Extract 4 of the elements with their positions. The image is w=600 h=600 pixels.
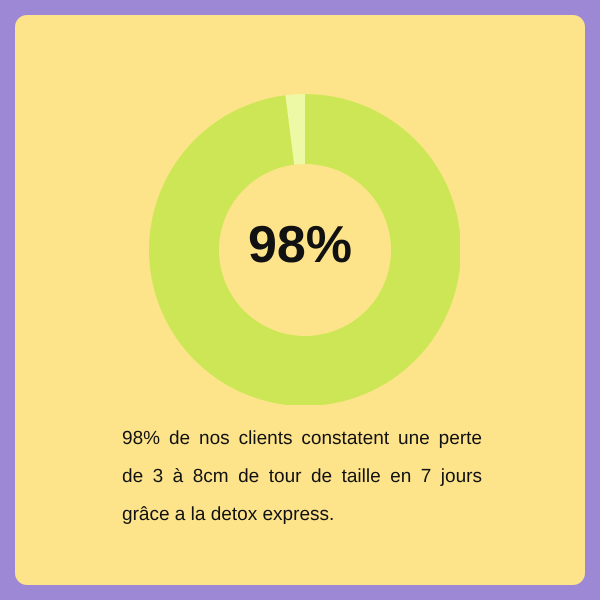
text: 98% de nos clients constatent une perte de 3 à 8cm de tour de taille en 7 jours grâce a la detox express. xyxy=(122,427,482,527)
data-label: 98% xyxy=(248,216,352,274)
donut-slice xyxy=(285,94,305,165)
donut-slice xyxy=(149,94,460,405)
